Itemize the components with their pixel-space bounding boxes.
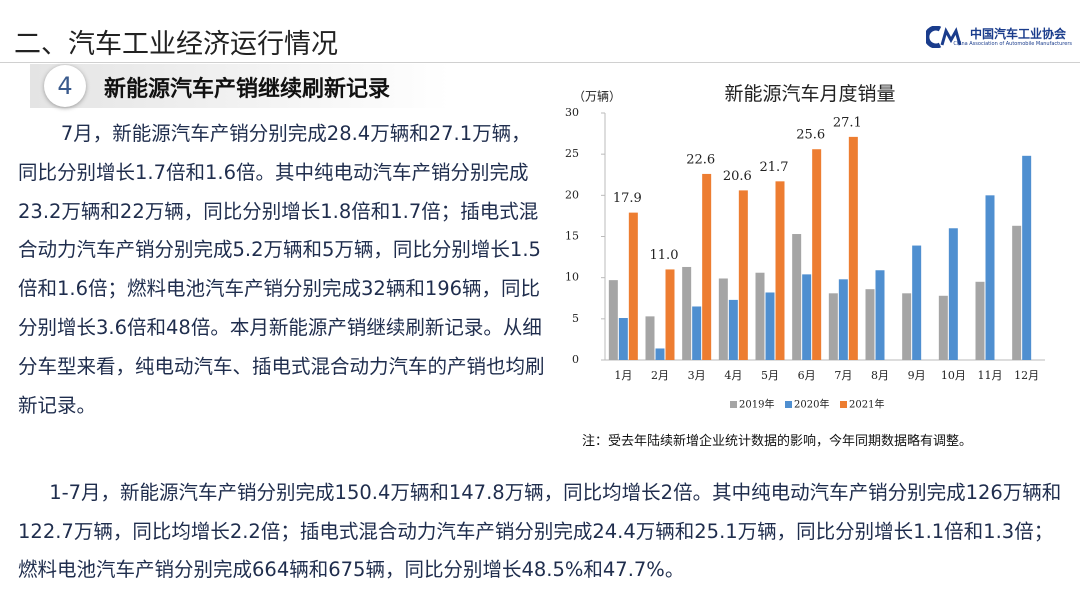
x-tick-label: 2月 (651, 369, 669, 382)
bar (682, 266, 692, 360)
bar (938, 295, 948, 360)
header-title: 二、汽车工业经济运行情况 (14, 29, 338, 60)
bar (828, 293, 838, 360)
paragraph: 7月，新能源汽车产销分别完成28.4万辆和27.1万辆，同比分别增长1.7倍和1… (18, 122, 545, 417)
y-tick-label: 0 (572, 353, 579, 366)
bar (985, 195, 995, 360)
bar (665, 269, 675, 360)
bar (902, 293, 912, 360)
data-label: 27.1 (833, 115, 862, 130)
data-label: 21.7 (760, 160, 789, 175)
bar (792, 234, 802, 360)
bar (738, 190, 748, 360)
x-tick-label: 1月 (614, 369, 632, 382)
data-label: 25.6 (796, 128, 825, 143)
bar (848, 136, 858, 360)
x-tick-label: 10月 (941, 369, 966, 382)
legend-swatch (730, 401, 737, 408)
section-title: 新能源汽车产销继续刷新记录 (104, 77, 391, 102)
y-tick-label: 15 (565, 230, 579, 243)
bar (975, 281, 985, 360)
data-label: 22.6 (686, 152, 715, 167)
y-tick-label: 20 (565, 188, 579, 201)
bar (628, 212, 638, 360)
paragraph: 1-7月，新能源汽车产销分别完成150.4万辆和147.8万辆，同比均增长2倍。… (18, 481, 1062, 581)
section-band (30, 64, 450, 108)
bar (1012, 225, 1022, 360)
bar (812, 149, 822, 360)
bar (692, 306, 702, 360)
bar (775, 181, 785, 360)
bar (618, 318, 628, 360)
chart: 新能源汽车月度销量 （万辆） 0 5 10 15 20 25 30 1月 17.9 2月 11.0 3… (565, 83, 1045, 411)
logo-text: 中国汽车工业协会 (969, 27, 1066, 41)
bar (765, 292, 775, 360)
bar (718, 278, 728, 360)
y-tick-label: 25 (565, 147, 579, 160)
y-tick-label: 5 (572, 312, 579, 325)
bar (912, 245, 922, 360)
x-tick-label: 8月 (871, 369, 889, 382)
logo-subtext: China Association of Automobile Manufact… (953, 41, 1072, 47)
bar (755, 272, 765, 360)
legend-label: 2020年 (794, 398, 829, 411)
x-tick-label: 12月 (1014, 369, 1039, 382)
legend-swatch (785, 401, 792, 408)
bar (875, 270, 885, 360)
legend-label: 2021年 (849, 398, 884, 411)
x-tick-label: 6月 (798, 369, 816, 382)
x-tick-label: 5月 (761, 369, 779, 382)
data-label: 17.9 (613, 191, 642, 206)
chart-title: 新能源汽车月度销量 (724, 83, 895, 105)
x-tick-label: 11月 (978, 369, 1003, 382)
bar (645, 316, 655, 360)
bar (608, 280, 618, 360)
logo-mark (926, 26, 962, 48)
y-axis-label: （万辆） (573, 90, 621, 104)
bar (948, 228, 958, 360)
y-tick-label: 10 (565, 271, 579, 284)
bar (1022, 155, 1032, 360)
x-tick-label: 9月 (908, 369, 926, 382)
bar (655, 348, 665, 360)
bar (702, 173, 712, 360)
section-number: 4 (44, 65, 86, 107)
bar (802, 274, 812, 360)
bar (728, 299, 738, 360)
x-tick-label: 7月 (834, 369, 852, 382)
data-label: 11.0 (650, 248, 679, 263)
data-label: 20.6 (723, 169, 752, 184)
bar (865, 289, 875, 360)
header-rule (0, 62, 1080, 63)
legend-label: 2019年 (739, 398, 774, 411)
legend-swatch (840, 401, 847, 408)
y-tick-label: 30 (565, 106, 579, 119)
bar (838, 279, 848, 360)
chart-note: 注：受去年陆续新增企业统计数据的影响，今年同期数据略有调整。 (582, 434, 973, 449)
x-tick-label: 3月 (688, 369, 706, 382)
x-tick-label: 4月 (724, 369, 742, 382)
